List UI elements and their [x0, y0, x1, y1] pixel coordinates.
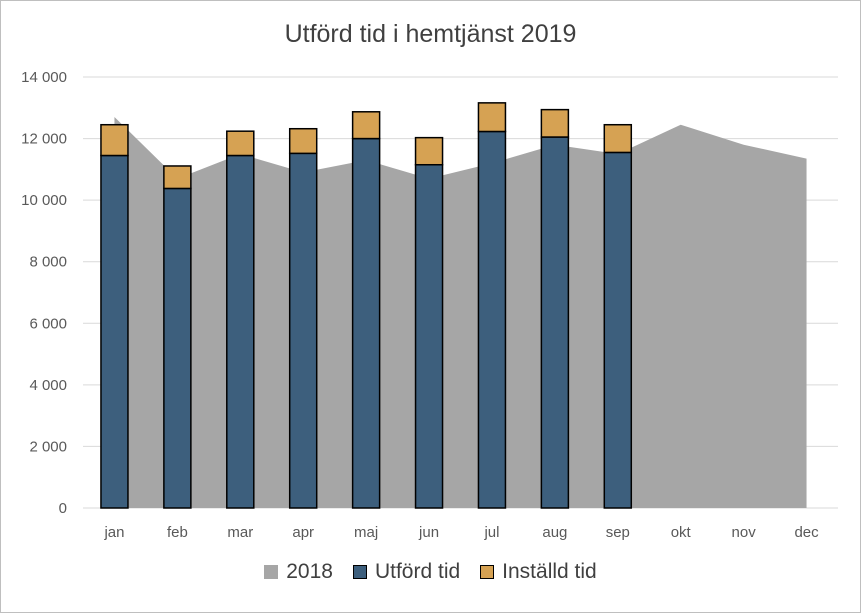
x-tick-label: mar — [227, 524, 253, 541]
area-2018 — [114, 117, 807, 509]
legend-swatch-utford — [352, 565, 367, 579]
bar-utford-jun — [414, 163, 444, 509]
x-tick-label: sep — [606, 524, 630, 541]
bar-installd-maj — [351, 111, 381, 140]
bar-utford-sep — [603, 151, 633, 509]
legend-item-utford: Utförd tid — [352, 560, 461, 584]
bar-installd-aug — [540, 108, 570, 138]
bar-installd-sep — [603, 123, 633, 154]
bar-installd-jul — [477, 102, 507, 133]
x-tick-label: maj — [354, 524, 378, 541]
chart-title: Utförd tid i hemtjänst 2019 — [284, 20, 577, 48]
bar-utford-jul — [477, 130, 507, 509]
legend-label-utford: Utförd tid — [374, 560, 461, 583]
chart-legend: 2018 Utförd tid Inställd tid — [0, 560, 861, 584]
bar-utford-jan — [100, 154, 129, 509]
bar-installd-feb — [163, 165, 192, 190]
y-tick-label: 10 000 — [21, 192, 67, 209]
bar-utford-feb — [163, 187, 192, 509]
bar-installd-mar — [226, 130, 255, 157]
bar-installd-apr — [288, 127, 318, 155]
x-tick-label: jan — [103, 524, 124, 541]
bar-installd-jun — [414, 136, 444, 166]
y-tick-label: 8 000 — [29, 254, 67, 271]
x-tick-label: jul — [483, 524, 499, 541]
x-tick-label: feb — [167, 524, 188, 541]
bar-utford-apr — [288, 152, 318, 509]
legend-item-2018: 2018 — [264, 560, 333, 584]
y-tick-label: 0 — [59, 500, 67, 517]
x-tick-label: apr — [292, 524, 314, 541]
bar-installd-jan — [100, 123, 129, 157]
x-tick-label: dec — [794, 524, 819, 541]
y-tick-label: 12 000 — [21, 131, 67, 148]
x-tick-label: aug — [542, 524, 567, 541]
legend-swatch-installd — [480, 565, 495, 579]
y-tick-label: 2 000 — [29, 438, 67, 455]
legend-label-installd: Inställd tid — [502, 560, 597, 583]
bar-utford-mar — [226, 154, 255, 509]
bar-utford-maj — [351, 137, 381, 509]
x-tick-label: jun — [418, 524, 439, 541]
x-tick-label: okt — [671, 524, 692, 541]
y-tick-label: 6 000 — [29, 315, 67, 332]
x-tick-label: nov — [732, 524, 757, 541]
legend-swatch-2018 — [264, 565, 279, 579]
y-tick-label: 14 000 — [21, 69, 67, 86]
legend-item-installd: Inställd tid — [480, 560, 597, 584]
legend-label-2018: 2018 — [286, 560, 333, 583]
y-tick-label: 4 000 — [29, 377, 67, 394]
bar-utford-aug — [540, 136, 570, 509]
